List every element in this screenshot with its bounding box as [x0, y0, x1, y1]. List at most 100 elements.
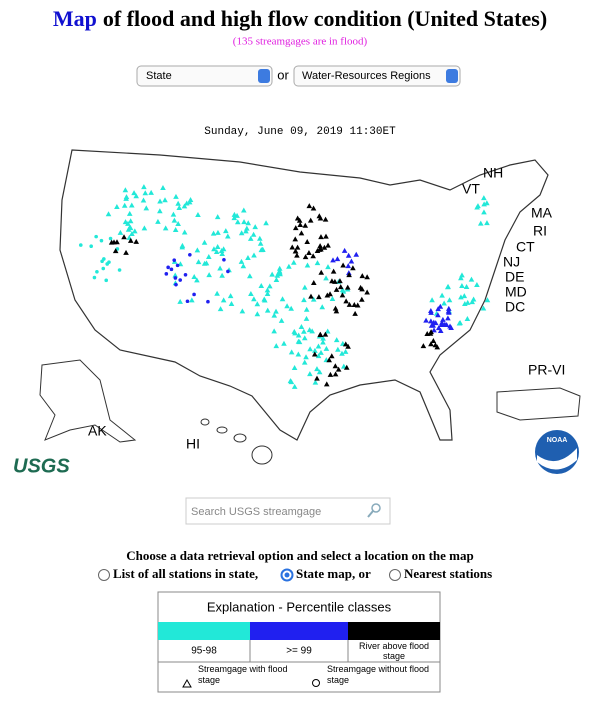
station[interactable]	[291, 364, 298, 370]
station[interactable]	[342, 348, 349, 354]
station[interactable]	[475, 203, 481, 209]
island[interactable]	[233, 433, 247, 443]
station[interactable]	[247, 273, 253, 279]
station[interactable]	[315, 343, 322, 349]
select-box[interactable]	[136, 65, 273, 87]
station[interactable]	[435, 325, 442, 331]
station[interactable]	[258, 247, 265, 253]
station[interactable]	[183, 272, 188, 277]
station[interactable]	[254, 301, 261, 307]
station[interactable]	[298, 323, 305, 329]
station[interactable]	[148, 189, 154, 195]
station[interactable]	[173, 193, 179, 199]
station[interactable]	[258, 283, 265, 289]
station[interactable]	[312, 347, 318, 353]
station[interactable]	[178, 278, 183, 282]
station[interactable]	[459, 272, 465, 278]
station[interactable]	[303, 354, 309, 360]
station[interactable]	[160, 184, 166, 190]
station[interactable]	[364, 289, 370, 295]
station[interactable]	[314, 375, 320, 381]
station[interactable]	[155, 218, 161, 224]
station[interactable]	[125, 220, 131, 226]
station[interactable]	[290, 259, 297, 265]
station[interactable]	[234, 219, 241, 225]
station[interactable]	[345, 263, 352, 269]
station[interactable]	[322, 331, 329, 337]
station[interactable]	[343, 298, 349, 304]
station[interactable]	[131, 190, 137, 196]
station[interactable]	[307, 346, 313, 352]
station[interactable]	[215, 229, 221, 235]
station[interactable]	[194, 277, 200, 283]
station[interactable]	[323, 345, 330, 351]
station[interactable]	[273, 276, 280, 282]
station[interactable]	[346, 272, 352, 278]
station[interactable]	[92, 275, 97, 280]
station[interactable]	[428, 307, 434, 313]
station[interactable]	[217, 306, 224, 312]
station[interactable]	[206, 299, 210, 304]
station[interactable]	[445, 305, 452, 311]
station[interactable]	[214, 214, 221, 220]
station[interactable]	[306, 250, 312, 256]
station[interactable]	[104, 278, 109, 283]
station[interactable]	[262, 297, 268, 303]
station[interactable]	[297, 222, 304, 228]
station[interactable]	[316, 294, 322, 300]
station[interactable]	[314, 366, 320, 372]
station[interactable]	[315, 353, 322, 359]
station[interactable]	[117, 229, 124, 235]
station[interactable]	[445, 315, 451, 321]
station[interactable]	[108, 236, 113, 241]
station[interactable]	[219, 272, 225, 278]
station[interactable]	[105, 211, 112, 217]
station[interactable]	[306, 203, 313, 209]
station[interactable]	[346, 270, 352, 276]
station[interactable]	[201, 239, 208, 245]
station[interactable]	[448, 325, 454, 331]
station[interactable]	[342, 341, 349, 347]
select-text[interactable]: Water-Resources Regions	[302, 70, 431, 82]
station[interactable]	[292, 248, 299, 254]
station[interactable]	[326, 357, 332, 363]
station[interactable]	[278, 317, 285, 323]
station[interactable]	[223, 228, 229, 234]
station[interactable]	[245, 254, 251, 260]
station[interactable]	[359, 296, 365, 302]
station[interactable]	[335, 346, 341, 352]
station[interactable]	[333, 337, 340, 343]
station[interactable]	[132, 228, 138, 234]
station[interactable]	[337, 278, 343, 284]
station[interactable]	[191, 273, 198, 279]
station[interactable]	[264, 287, 271, 293]
station[interactable]	[320, 335, 326, 341]
station[interactable]	[324, 328, 331, 334]
station[interactable]	[317, 243, 323, 249]
state-select[interactable]: State	[136, 65, 273, 87]
station[interactable]	[100, 259, 104, 264]
station[interactable]	[330, 257, 336, 263]
station[interactable]	[176, 204, 183, 210]
station[interactable]	[481, 201, 487, 207]
station[interactable]	[364, 274, 370, 280]
station[interactable]	[248, 290, 254, 296]
radio[interactable]	[98, 569, 110, 581]
station[interactable]	[430, 338, 437, 344]
select-text[interactable]: State	[146, 70, 172, 82]
station[interactable]	[240, 207, 247, 213]
station[interactable]	[302, 254, 309, 260]
select-arrow[interactable]	[446, 69, 458, 83]
station[interactable]	[195, 259, 202, 265]
station[interactable]	[78, 243, 83, 247]
station[interactable]	[318, 349, 324, 355]
station[interactable]	[241, 219, 247, 225]
region-select[interactable]: Water-Resources Regions	[293, 65, 461, 87]
station[interactable]	[192, 292, 196, 297]
station[interactable]	[344, 284, 351, 290]
station[interactable]	[350, 265, 356, 271]
station[interactable]	[187, 196, 194, 202]
station[interactable]	[332, 305, 339, 311]
station[interactable]	[166, 265, 170, 270]
alaska[interactable]	[39, 359, 137, 443]
